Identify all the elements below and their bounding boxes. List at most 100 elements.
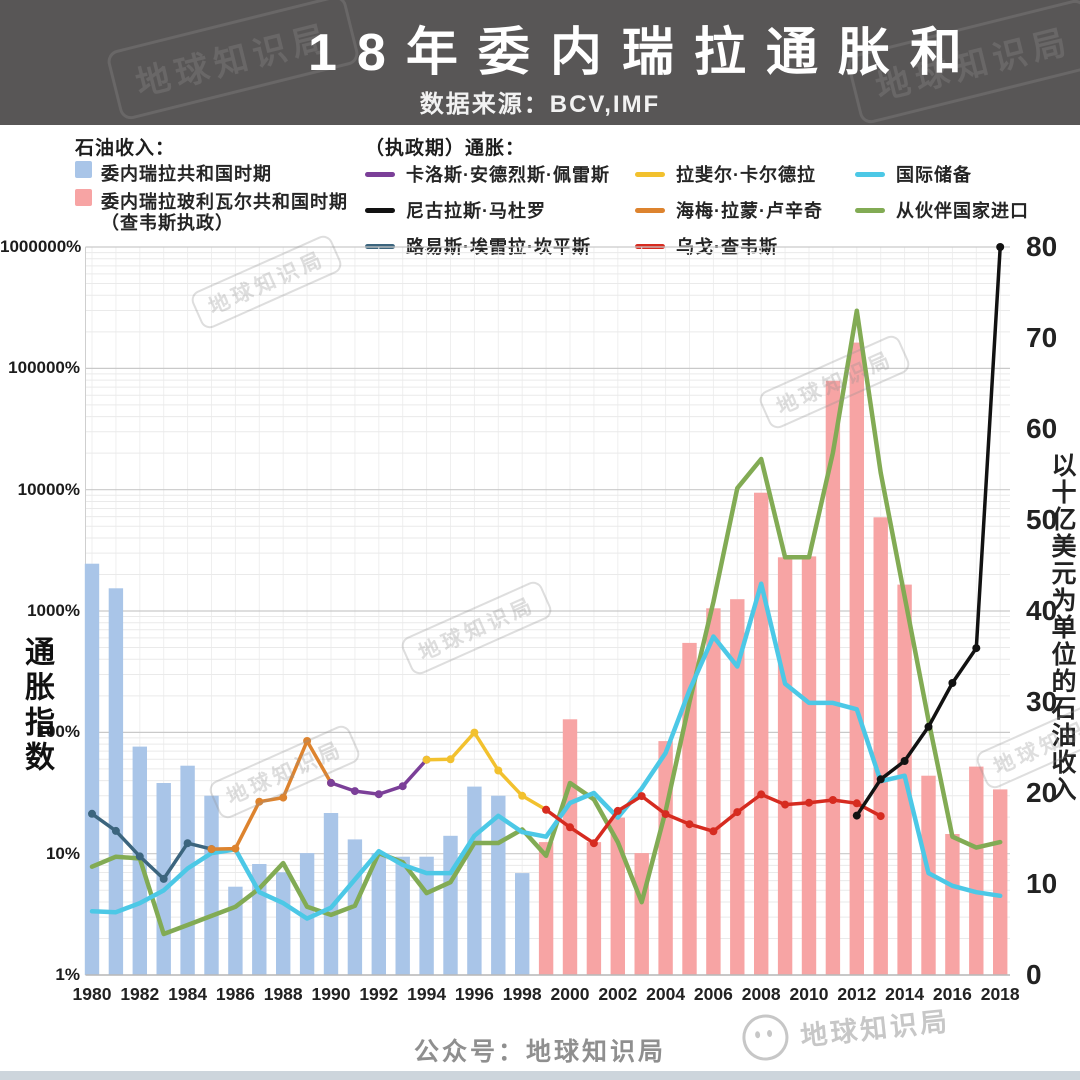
oil-bar-2001: [586, 842, 602, 975]
oil-bar-1980: [84, 563, 100, 975]
legend-item: 尼古拉斯·马杜罗: [365, 197, 610, 223]
x-axis-tick: 1990: [311, 984, 351, 1004]
series-marker-herrera-campins: [88, 809, 96, 818]
oil-bar-2016: [945, 834, 960, 975]
series-marker-chavez: [709, 827, 718, 836]
series-marker-caldera: [518, 791, 527, 800]
series-marker-lusinchi: [231, 844, 240, 853]
oil-bar-1995: [443, 835, 458, 975]
series-marker-chavez: [757, 790, 766, 799]
oil-bar-2017: [969, 766, 984, 975]
series-marker-chavez: [733, 808, 742, 817]
right-axis-tick: 40: [1026, 595, 1058, 626]
legend-item: 国际储备: [855, 161, 1029, 187]
series-marker-chavez: [637, 792, 646, 801]
legend-item-label: 海梅·拉蒙·卢辛奇: [676, 201, 823, 221]
x-axis-tick: 2012: [837, 984, 877, 1004]
left-axis-title: 通胀指数: [20, 636, 53, 776]
left-axis-tick: 10000%: [17, 479, 80, 499]
legend-item-label: 拉斐尔·卡尔德拉: [676, 165, 816, 185]
legend-label-bolivarian: 委内瑞拉玻利瓦尔共和国时期: [101, 192, 348, 212]
series-marker-lusinchi: [255, 797, 264, 806]
footer-caption: 公众号：地球知识局: [413, 1038, 666, 1066]
series-marker-maduro: [948, 679, 957, 687]
series-marker-lusinchi: [279, 793, 288, 802]
left-axis-tick: 100%: [36, 722, 80, 742]
legend-line-swatch: [635, 243, 665, 249]
legend-line-swatch: [635, 207, 665, 213]
series-marker-caldera: [446, 755, 455, 764]
x-axis-tick: 1982: [120, 984, 160, 1004]
oil-bar-1985: [204, 795, 219, 975]
right-axis-tick: 70: [1026, 322, 1058, 353]
right-axis-tick: 20: [1026, 777, 1058, 808]
legend-item: 拉斐尔·卡尔德拉: [635, 161, 823, 187]
series-marker-maduro: [900, 757, 909, 765]
series-marker-chavez: [805, 798, 813, 807]
legend-item-label: 从伙伴国家进口: [896, 201, 1029, 221]
legend-line-swatch: [635, 171, 665, 177]
x-axis-tick: 2014: [885, 984, 925, 1004]
legend-swatch-bolivarian: [75, 189, 92, 206]
right-axis-tick: 30: [1026, 686, 1058, 717]
series-marker-herrera-campins: [135, 852, 144, 861]
oil-bar-1990: [323, 813, 339, 975]
series-marker-caldera: [470, 728, 479, 737]
oil-bar-2007: [730, 599, 745, 975]
series-marker-chavez: [613, 806, 622, 815]
x-axis-tick: 2018: [980, 984, 1020, 1004]
series-marker-chavez: [828, 796, 837, 804]
series-herrera-campins: [90, 812, 214, 881]
legend-line-swatch: [855, 171, 885, 177]
series-marker-perez: [327, 778, 335, 787]
oil-bar-2013: [873, 517, 888, 975]
x-axis-tick: 1980: [72, 984, 112, 1004]
series-imports-partners: [89, 308, 1003, 937]
legend-line-swatch: [365, 243, 395, 249]
series-marker-chavez: [566, 823, 574, 832]
oil-bar-1998: [515, 873, 530, 975]
x-axis-tick: 1988: [263, 984, 303, 1004]
x-axis-tick: 2010: [789, 984, 829, 1004]
oil-bar-2009: [777, 557, 793, 975]
series-marker-perez: [374, 790, 383, 799]
x-axis-tick: 1994: [407, 984, 447, 1004]
oil-bar-2018: [993, 789, 1008, 975]
legend-col-2: 国际储备从伙伴国家进口: [855, 161, 1029, 233]
series-marker-maduro: [972, 644, 981, 653]
series-marker-maduro: [996, 243, 1005, 251]
series-marker-caldera: [422, 755, 431, 764]
left-axis-tick: 1000%: [27, 600, 80, 620]
page-title: 18年委内瑞拉通胀和: [308, 24, 982, 82]
oil-bar-1992: [371, 853, 386, 975]
series-international-reserves: [89, 581, 1003, 921]
oil-bar-2010: [801, 556, 817, 975]
x-axis-tick: 2006: [693, 984, 733, 1004]
series-marker-lusinchi: [207, 845, 216, 854]
left-axis-tick: 10%: [45, 843, 80, 863]
legend-label-bolivarian-2: （查韦斯执政）: [101, 213, 234, 233]
oil-bar-2008: [754, 492, 769, 975]
legend-oil-title: 石油收入：: [75, 138, 176, 159]
oil-bar-2012: [849, 342, 864, 976]
series-marker-maduro: [852, 811, 861, 820]
legend-item: 从伙伴国家进口: [855, 197, 1029, 223]
oil-bar-2000: [562, 719, 578, 975]
legend-item-label: 尼古拉斯·马杜罗: [406, 201, 546, 221]
oil-bar-2011: [825, 380, 841, 975]
x-axis-tick: 2000: [550, 984, 590, 1004]
brand-logo-icon: [740, 1012, 791, 1063]
legend-item: 海梅·拉蒙·卢辛奇: [635, 197, 823, 223]
legend-item-label: 国际储备: [896, 165, 972, 185]
right-axis-tick: 10: [1026, 868, 1058, 899]
series-marker-chavez: [781, 800, 790, 809]
series-marker-perez: [350, 787, 359, 796]
left-axis-tick: 1%: [55, 964, 80, 984]
series-marker-chavez: [661, 810, 670, 819]
left-axis-tick: 1000000%: [0, 237, 82, 256]
series-marker-chavez: [876, 812, 885, 821]
legend-col-1: 拉斐尔·卡尔德拉 海梅·拉蒙·卢辛奇 乌戈·查韦斯: [635, 161, 823, 269]
